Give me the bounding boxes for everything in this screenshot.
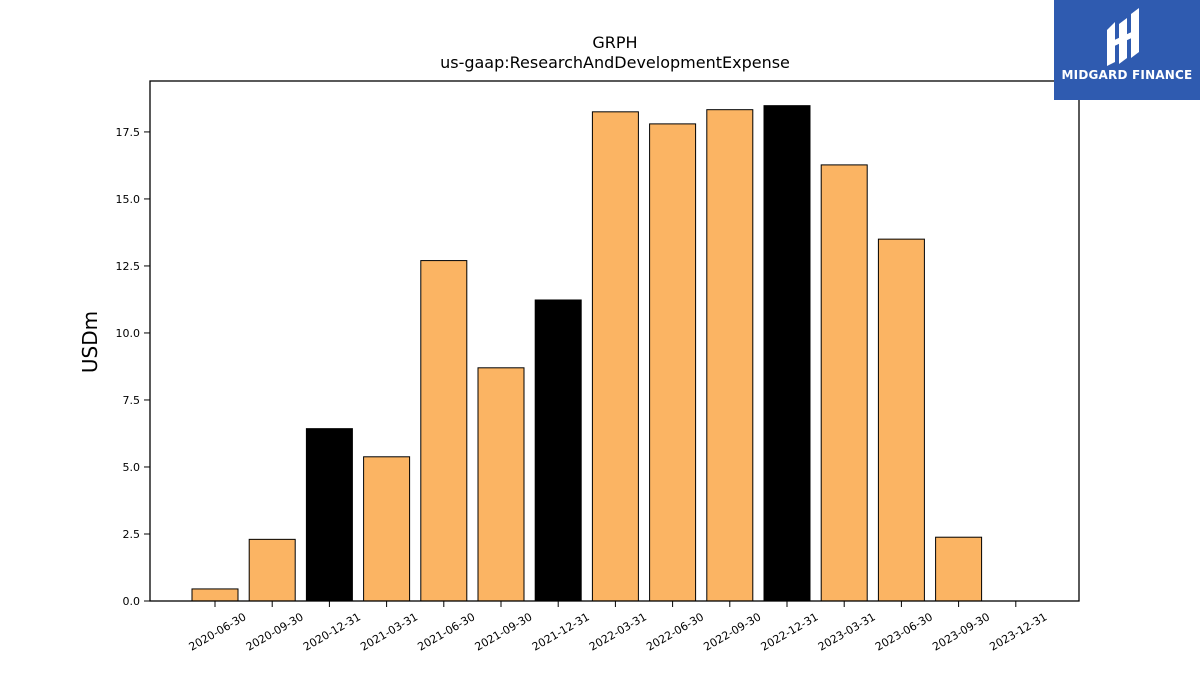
- y-axis-label: USDm: [78, 311, 102, 373]
- y-tick-label: 7.5: [123, 394, 141, 407]
- x-tick-label: 2023-09-30: [930, 610, 992, 653]
- x-tick-label: 2021-06-30: [415, 610, 477, 653]
- y-tick-label: 0.0: [123, 595, 141, 608]
- x-tick-label: 2021-09-30: [473, 610, 535, 653]
- midgard-logo-icon: [1107, 8, 1139, 66]
- x-tick-label: 2022-03-31: [587, 610, 649, 653]
- x-tick-label: 2020-06-30: [187, 610, 249, 653]
- bar-2023-09-30: [935, 536, 983, 602]
- y-tick-label: 15.0: [116, 193, 141, 206]
- x-tick-label: 2020-12-31: [301, 610, 363, 653]
- bar-2021-06-30: [420, 260, 468, 602]
- x-tick-label: 2022-06-30: [644, 610, 706, 653]
- bar-2022-06-30: [649, 123, 697, 602]
- bar-2020-09-30: [248, 538, 296, 602]
- y-tick-label: 2.5: [123, 528, 141, 541]
- x-tick-label: 2021-12-31: [530, 610, 592, 653]
- bar-2023-06-30: [877, 238, 925, 602]
- bar-2021-09-30: [477, 367, 525, 602]
- logo-text: MIDGARD FINANCE: [1061, 68, 1193, 82]
- x-tick-label: 2023-06-30: [873, 610, 935, 653]
- x-tick-label: 2020-09-30: [244, 610, 306, 653]
- chart-subtitle: us-gaap:ResearchAndDevelopmentExpense: [440, 53, 790, 72]
- plot-frame: [149, 80, 1080, 602]
- x-tick-label: 2023-03-31: [816, 610, 878, 653]
- brand-logo: MIDGARD FINANCE: [1054, 0, 1200, 100]
- bar-2022-09-30: [706, 109, 754, 602]
- x-tick-label: 2023-12-31: [987, 610, 1049, 653]
- x-ticks: 2020-06-302020-09-302020-12-312021-03-31…: [187, 601, 1049, 654]
- bar-2021-03-31: [363, 456, 411, 602]
- bar-2021-12-31: [534, 299, 582, 602]
- y-tick-label: 12.5: [116, 260, 141, 273]
- y-tick-label: 17.5: [116, 126, 141, 139]
- bars: [191, 105, 983, 602]
- bar-2023-03-31: [820, 164, 868, 602]
- x-tick-label: 2022-09-30: [701, 610, 763, 653]
- x-tick-label: 2021-03-31: [358, 610, 420, 653]
- bar-2022-03-31: [591, 111, 639, 602]
- chart-title: GRPH: [592, 33, 637, 52]
- x-tick-label: 2022-12-31: [759, 610, 821, 653]
- y-tick-label: 10.0: [116, 327, 141, 340]
- y-ticks: 0.0 2.5 5.0 7.5 10.0 12.5 15.0 17.5: [116, 126, 150, 608]
- y-tick-label: 5.0: [123, 461, 141, 474]
- bar-2022-12-31: [763, 105, 811, 602]
- bar-2020-12-31: [305, 428, 353, 602]
- bar-2020-06-30: [191, 588, 239, 602]
